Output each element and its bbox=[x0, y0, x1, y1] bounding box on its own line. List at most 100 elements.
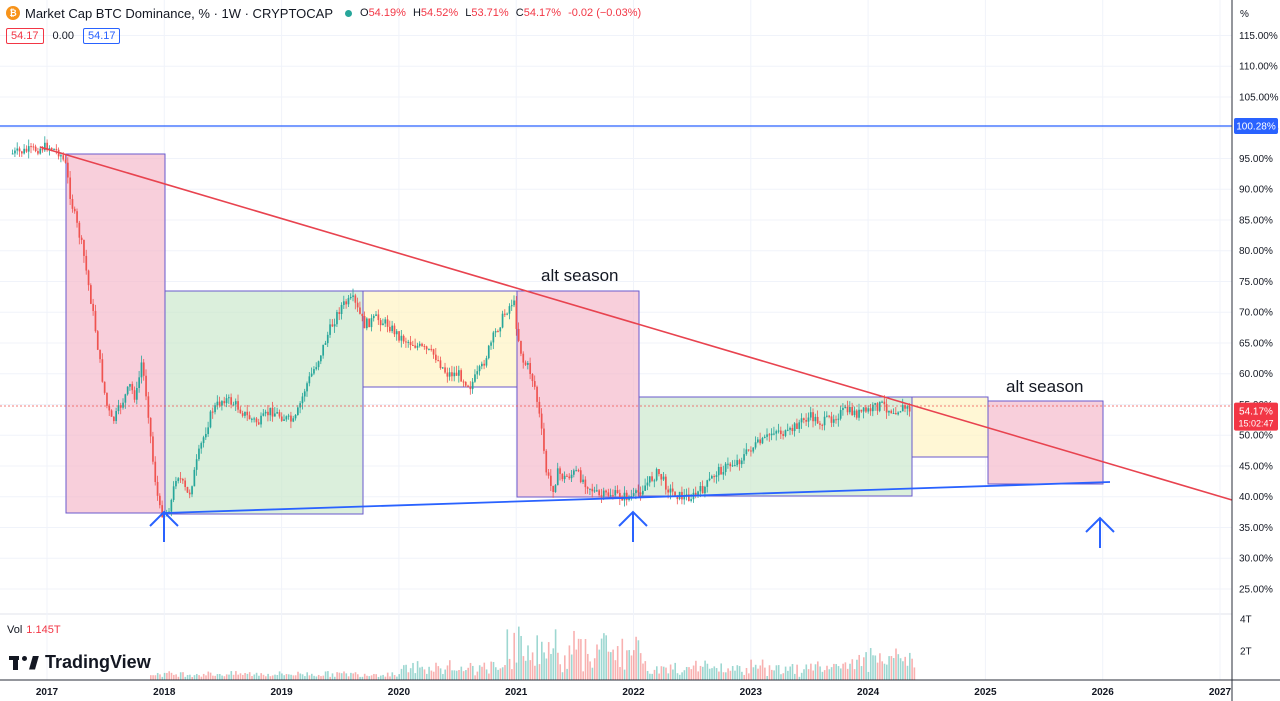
volume-bar bbox=[789, 666, 791, 680]
tradingview-logo[interactable]: TradingView bbox=[9, 652, 151, 673]
candle-body bbox=[476, 371, 479, 375]
volume-bar bbox=[465, 670, 467, 680]
volume-bar bbox=[515, 662, 518, 680]
volume-bar bbox=[260, 673, 262, 680]
volume-bar bbox=[897, 654, 900, 680]
volume-bar bbox=[768, 665, 771, 680]
candle-body bbox=[80, 237, 83, 241]
volume-bar bbox=[384, 676, 387, 680]
volume-bar bbox=[212, 675, 214, 680]
candle-body bbox=[637, 490, 640, 493]
volume-bar bbox=[881, 661, 883, 680]
candle-body bbox=[326, 334, 329, 344]
annotation-alt-season-2[interactable]: alt season bbox=[1006, 377, 1084, 396]
candle-body bbox=[232, 404, 235, 406]
candle-body bbox=[860, 409, 863, 412]
volume-bar bbox=[649, 673, 651, 680]
volume-bar bbox=[389, 676, 391, 680]
candle-body bbox=[46, 142, 49, 151]
volume-bar bbox=[200, 676, 203, 680]
candle-body bbox=[497, 331, 499, 333]
volume-bar bbox=[823, 670, 826, 680]
candle-body bbox=[660, 474, 663, 480]
candle-body bbox=[494, 331, 497, 333]
volume-bar bbox=[639, 653, 642, 680]
volume-bar bbox=[449, 660, 451, 680]
candle-body bbox=[835, 419, 837, 421]
candle-body bbox=[865, 407, 867, 412]
volume-bar bbox=[667, 673, 670, 680]
candle-body bbox=[607, 492, 610, 496]
volume-bar bbox=[679, 674, 681, 680]
candle-body bbox=[550, 475, 552, 486]
volume-bar bbox=[531, 652, 534, 680]
candle-body bbox=[73, 208, 76, 212]
volume-bar bbox=[612, 649, 614, 680]
candle-body bbox=[276, 412, 279, 414]
low-label: L bbox=[465, 7, 472, 19]
volume-bar bbox=[886, 664, 888, 680]
candle-body bbox=[736, 460, 739, 466]
candle-body bbox=[271, 407, 274, 417]
volume-bar bbox=[377, 676, 380, 680]
volume-bar bbox=[743, 674, 745, 680]
candle-body bbox=[179, 478, 182, 480]
volume-bar bbox=[368, 676, 371, 680]
volume-bar bbox=[230, 671, 233, 680]
volume-bar bbox=[488, 673, 490, 680]
candle-body bbox=[671, 488, 674, 492]
annotation-alt-season-1[interactable]: alt season bbox=[541, 266, 619, 285]
candle-body bbox=[407, 341, 410, 343]
candle-body bbox=[763, 436, 766, 438]
volume-bar bbox=[616, 646, 619, 680]
candle-body bbox=[805, 419, 808, 422]
candle-body bbox=[448, 372, 451, 377]
volume-bar bbox=[619, 667, 621, 680]
candle-body bbox=[832, 419, 835, 423]
candle-body bbox=[616, 490, 619, 493]
candle-body bbox=[16, 148, 19, 151]
candle-body bbox=[361, 313, 364, 317]
y-tick-label: 35.00% bbox=[1239, 523, 1273, 534]
candle-body bbox=[904, 405, 906, 409]
candle-body bbox=[770, 433, 773, 436]
candle-body bbox=[55, 148, 58, 150]
volume-bar bbox=[635, 636, 637, 680]
descending-trendline[interactable] bbox=[39, 146, 1233, 501]
candle-body bbox=[786, 429, 789, 431]
symbol-title[interactable]: Market Cap BTC Dominance, % · 1W · CRYPT… bbox=[25, 5, 333, 21]
candle-body bbox=[596, 490, 598, 492]
candle-body bbox=[734, 465, 736, 467]
volume-bar bbox=[729, 670, 732, 680]
candle-body bbox=[14, 150, 16, 154]
volume-value: 1.145T bbox=[26, 624, 61, 636]
support-trendline[interactable] bbox=[164, 481, 1111, 514]
volume-bar bbox=[276, 675, 279, 680]
volume-bar bbox=[872, 655, 874, 680]
volume-bar bbox=[807, 669, 810, 680]
candle-body bbox=[393, 325, 396, 335]
volume-bar bbox=[506, 629, 509, 680]
candle-body bbox=[306, 383, 308, 392]
candle-body bbox=[11, 153, 14, 155]
y-axis[interactable]: %115.00%110.00%105.00%100.00%95.00%90.00… bbox=[1231, 0, 1280, 701]
volume-bar bbox=[699, 665, 702, 680]
volume-bar bbox=[163, 672, 166, 680]
volume-bar bbox=[633, 650, 635, 680]
candle-body bbox=[462, 381, 465, 383]
candle-body bbox=[646, 482, 649, 486]
candle-body bbox=[543, 428, 545, 451]
candle-body bbox=[653, 480, 656, 482]
candle-body bbox=[423, 345, 426, 347]
volume-bar bbox=[598, 649, 601, 680]
volume-label: Vol bbox=[7, 624, 23, 636]
candle-body bbox=[731, 465, 734, 467]
candle-body bbox=[814, 416, 817, 422]
volume-bar bbox=[580, 639, 582, 680]
x-axis[interactable]: 2017 2018 2019 2020 2021 2022 2023 2024 2025 2026… bbox=[0, 679, 1280, 698]
x-tick-label: 2020 bbox=[388, 687, 411, 698]
y-axis-panel bbox=[1232, 0, 1280, 701]
volume-bar bbox=[791, 664, 794, 680]
volume-bar bbox=[442, 674, 444, 680]
